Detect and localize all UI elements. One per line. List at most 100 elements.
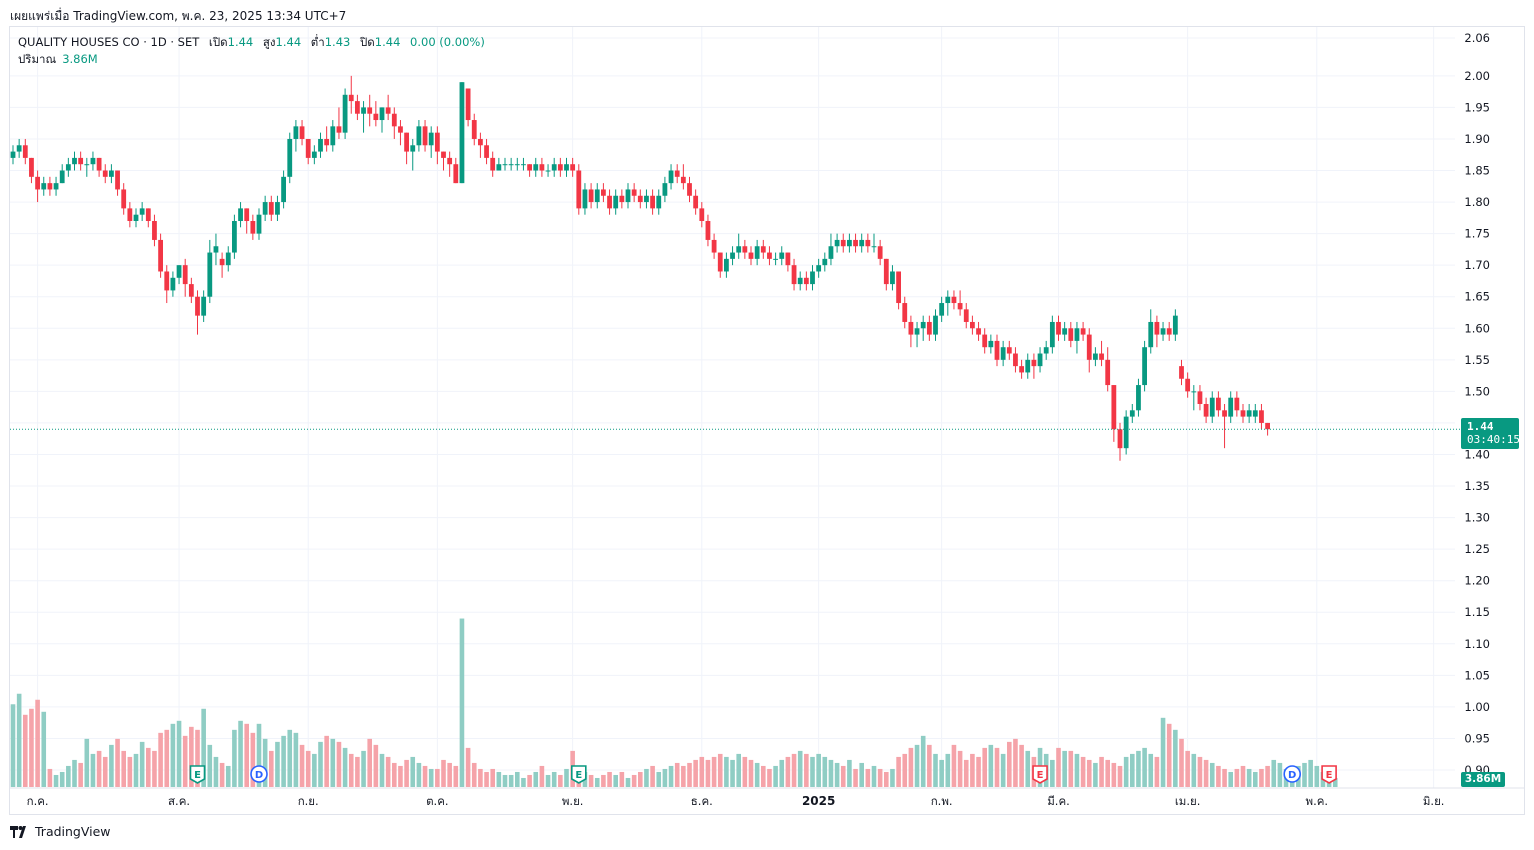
volume-bar bbox=[1068, 750, 1074, 787]
dividend-marker-icon bbox=[1283, 765, 1301, 783]
legend-title[interactable]: QUALITY HOUSES CO · 1D · SET bbox=[18, 35, 200, 49]
candle-body bbox=[324, 138, 330, 146]
candle-body bbox=[926, 321, 932, 335]
candle-body bbox=[939, 303, 945, 316]
legend-open: 1.44 bbox=[227, 35, 254, 49]
volume-bar bbox=[607, 771, 612, 787]
candle-body bbox=[576, 170, 582, 209]
candle-body bbox=[459, 82, 465, 184]
candle-body bbox=[982, 334, 988, 348]
candle-body bbox=[717, 252, 723, 272]
volume-bar bbox=[1228, 771, 1233, 787]
candle-body bbox=[514, 164, 520, 166]
y-tick-label: 1.90 bbox=[1464, 132, 1490, 146]
volume-bar bbox=[453, 765, 459, 787]
volume-bar bbox=[41, 711, 47, 787]
candle-body bbox=[637, 195, 643, 203]
candle-body bbox=[1049, 321, 1055, 348]
candle-body bbox=[1099, 353, 1104, 360]
candle-body bbox=[1129, 410, 1135, 417]
volume-bar bbox=[1093, 762, 1098, 787]
candle-body bbox=[219, 258, 225, 266]
x-tick-label: ก.ค. bbox=[27, 794, 49, 808]
volume-legend[interactable]: ปริมาณ 3.86M bbox=[18, 51, 98, 69]
last-price-tag: 1.44 03:40:15 bbox=[1461, 418, 1520, 449]
volume-bar bbox=[66, 765, 71, 787]
candle-body bbox=[896, 271, 901, 304]
volume-bar bbox=[441, 759, 446, 787]
volume-bar bbox=[711, 756, 717, 787]
volume-bar bbox=[1308, 759, 1313, 787]
volume-bar bbox=[109, 744, 114, 787]
volume-bar bbox=[29, 708, 34, 787]
candle-body bbox=[527, 164, 532, 171]
volume-bar bbox=[902, 753, 908, 787]
published-note: เผยแพร่เมื่อ TradingView.com, พ.ค. 23, 2… bbox=[10, 9, 347, 23]
volume-bar bbox=[859, 762, 864, 787]
volume-bar bbox=[779, 759, 785, 787]
candle-body bbox=[478, 138, 483, 146]
volume-bar bbox=[963, 759, 969, 787]
candle-body bbox=[299, 126, 305, 139]
y-tick-label: 1.25 bbox=[1464, 542, 1490, 556]
last-price: 1.44 bbox=[1467, 420, 1494, 433]
volume-value: 3.86M bbox=[62, 52, 98, 66]
volume-bar bbox=[404, 759, 409, 787]
bar-countdown: 03:40:15 bbox=[1467, 433, 1520, 446]
candle-body bbox=[287, 138, 293, 177]
volume-bar bbox=[1173, 729, 1178, 787]
event-marker-label: E bbox=[575, 770, 582, 781]
event-marker-label: E bbox=[1326, 770, 1333, 781]
volume-bar bbox=[1216, 765, 1221, 787]
volume-bar bbox=[976, 756, 981, 787]
volume-bar bbox=[410, 756, 416, 787]
symbol-legend[interactable]: QUALITY HOUSES CO · 1D · SET เปิด1.44 สู… bbox=[18, 34, 485, 52]
event-marker-label: D bbox=[255, 770, 263, 781]
candle-body bbox=[933, 315, 938, 335]
candle-body bbox=[625, 189, 631, 203]
tradingview-logo[interactable]: TradingView bbox=[10, 824, 111, 839]
candle-body bbox=[760, 246, 766, 253]
volume-bar bbox=[367, 738, 372, 787]
event-marker-label: D bbox=[1288, 770, 1296, 781]
volume-bar bbox=[207, 744, 213, 787]
volume-bar bbox=[275, 741, 280, 787]
candle-body bbox=[416, 126, 422, 146]
volume-bar bbox=[1136, 750, 1141, 787]
candle-body bbox=[767, 252, 772, 259]
candle-body bbox=[465, 88, 471, 121]
last-volume-tag: 3.86M bbox=[1461, 772, 1505, 787]
volume-bar bbox=[773, 765, 778, 787]
y-tick-label: 1.75 bbox=[1464, 227, 1490, 241]
candle-body bbox=[908, 321, 914, 335]
volume-bar bbox=[681, 765, 686, 787]
x-tick-label: ก.พ. bbox=[931, 794, 953, 808]
candle-body bbox=[1068, 328, 1074, 341]
candle-body bbox=[1203, 404, 1209, 417]
candle-body bbox=[883, 258, 889, 285]
volume-bar bbox=[1179, 738, 1184, 787]
candle-body bbox=[275, 202, 280, 215]
volume-bar bbox=[551, 771, 557, 787]
volume-label: ปริมาณ bbox=[18, 52, 57, 66]
volume-bar bbox=[662, 768, 668, 787]
volume-bar bbox=[299, 744, 305, 787]
candle-body bbox=[398, 126, 403, 133]
volume-bar bbox=[1080, 756, 1086, 787]
x-tick-label: ธ.ค. bbox=[691, 794, 713, 808]
volume-bar bbox=[847, 759, 852, 787]
volume-bar bbox=[269, 750, 274, 787]
candle-body bbox=[545, 170, 551, 172]
volume-bar bbox=[853, 768, 858, 787]
volume-bar bbox=[834, 762, 840, 787]
volume-bar bbox=[736, 753, 741, 787]
volume-bar bbox=[47, 768, 53, 787]
volume-bar bbox=[1314, 765, 1320, 787]
candle-body bbox=[250, 221, 256, 234]
candle-body bbox=[422, 126, 428, 146]
y-tick-label: 1.50 bbox=[1464, 384, 1490, 398]
candle-body bbox=[434, 132, 440, 152]
chart-panel[interactable] bbox=[9, 26, 1525, 815]
candle-body bbox=[533, 164, 539, 171]
